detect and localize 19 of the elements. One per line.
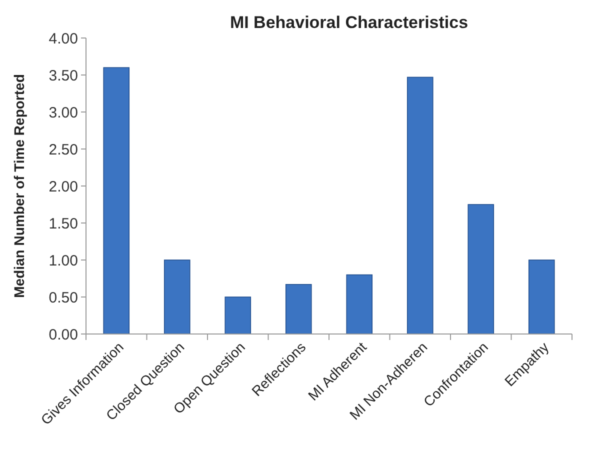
y-tick-label: 4.00 <box>48 30 78 48</box>
y-tick-label: 2.50 <box>48 141 78 158</box>
bar <box>346 274 373 334</box>
y-axis-title: Median Number of Time Reported <box>11 74 27 298</box>
y-tick-label: 3.50 <box>48 67 78 84</box>
y-tick-label: 1.50 <box>48 215 78 232</box>
y-tick-label: 1.00 <box>48 252 78 270</box>
bar <box>285 284 312 334</box>
y-tick-label: 0.50 <box>48 289 78 306</box>
y-tick-label: 0.00 <box>48 326 78 344</box>
y-tick-label: 2.00 <box>48 178 78 196</box>
bar <box>406 76 434 334</box>
y-tick-label: 3.00 <box>48 104 78 122</box>
bar <box>103 67 130 334</box>
bar <box>468 204 494 334</box>
bar <box>224 296 252 334</box>
bar <box>164 260 190 334</box>
chart-title: MI Behavioral Characteristics <box>230 13 468 32</box>
bar <box>528 260 555 334</box>
